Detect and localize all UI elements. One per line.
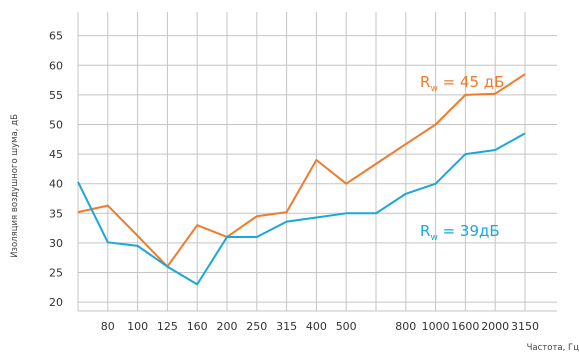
x-tick-label-315: 315: [276, 320, 297, 333]
x-tick-label-80: 80: [101, 320, 115, 333]
x-tick-label-3150: 3150: [511, 320, 539, 333]
y-tick-label-45: 45: [49, 148, 63, 161]
x-tick-label-500: 500: [336, 320, 357, 333]
annotation-rw45: Rw = 45 дБ: [420, 73, 504, 94]
y-axis-title: Изоляция воздушного шума, дБ: [10, 114, 20, 258]
annotations: Rw = 45 дБ Rw = 39дБ: [420, 73, 504, 243]
y-tick-label-55: 55: [49, 89, 63, 102]
x-tick-label-1000: 1000: [422, 320, 450, 333]
series-line-rw45: [77, 73, 526, 268]
x-tick-label-800: 800: [395, 320, 416, 333]
x-tick-label-1600: 1600: [451, 320, 479, 333]
x-tick-label-160: 160: [187, 320, 208, 333]
y-tick-label-35: 35: [49, 207, 63, 220]
y-tick-label-20: 20: [49, 296, 63, 309]
x-tick-label-250: 250: [246, 320, 267, 333]
y-tick-label-50: 50: [49, 118, 63, 131]
x-tick-label-400: 400: [306, 320, 327, 333]
y-tick-label-40: 40: [49, 178, 63, 191]
x-tick-label-200: 200: [217, 320, 238, 333]
x-tick-labels: 80 100 125 160 200 250 315 400 500 800 1000 1600 200…: [101, 320, 539, 333]
y-tick-label-25: 25: [49, 267, 63, 280]
y-tick-label-30: 30: [49, 237, 63, 250]
y-tick-labels: 20 25 30 35 40 45 50 55 60 65: [49, 30, 63, 309]
x-tick-label-100: 100: [127, 320, 148, 333]
series-line-rw39: [77, 132, 526, 286]
y-tick-label-60: 60: [49, 59, 63, 72]
x-tick-label-125: 125: [157, 320, 178, 333]
x-axis-title: Частота, Гц: [527, 343, 579, 353]
x-tick-label-2000: 2000: [481, 320, 509, 333]
y-tick-label-65: 65: [49, 30, 63, 43]
gridlines: [77, 12, 557, 312]
series-lines: [77, 73, 526, 286]
annotation-rw39: Rw = 39дБ: [420, 222, 500, 243]
